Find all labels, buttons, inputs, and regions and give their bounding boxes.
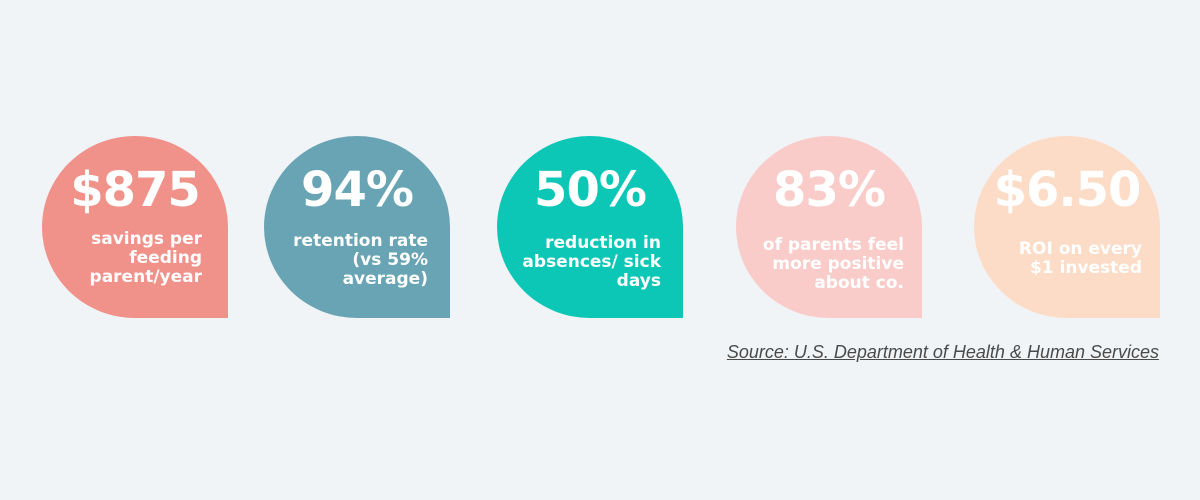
stat-label: reduction in absences/ sick days — [522, 233, 661, 291]
stat-label: of parents feel more positive about co. — [762, 235, 904, 293]
stat-label: retention rate (vs 59% average) — [293, 231, 428, 289]
stat-absences: 50% reduction in absences/ sick days — [497, 136, 683, 318]
stat-roi: $6.50 ROI on every $1 invested — [974, 136, 1160, 318]
stat-value: 83% — [773, 162, 886, 218]
stat-label: savings per feeding parent/year — [89, 229, 202, 287]
stat-savings: $875 savings per feeding parent/year — [42, 136, 228, 318]
stat-parent-sentiment: 83% of parents feel more positive about … — [736, 136, 922, 318]
stat-retention: 94% retention rate (vs 59% average) — [264, 136, 450, 318]
stat-value: 50% — [534, 162, 647, 218]
stat-value: 94% — [301, 162, 414, 218]
stat-value: $875 — [70, 162, 201, 218]
source-link[interactable]: Source: U.S. Department of Health & Huma… — [726, 342, 1159, 362]
stat-value: $6.50 — [993, 162, 1142, 218]
stat-label: ROI on every $1 invested — [1018, 239, 1142, 278]
